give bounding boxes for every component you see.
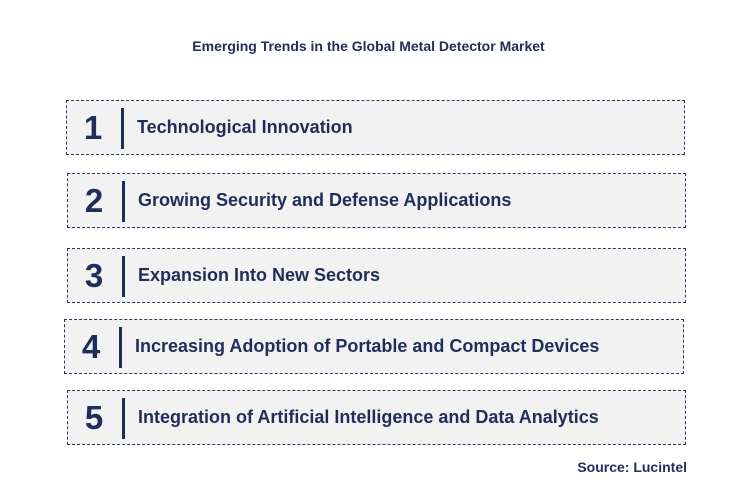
trend-number: 2 [84, 181, 104, 219]
diagram-title: Emerging Trends in the Global Metal Dete… [192, 38, 545, 54]
trend-number: 5 [84, 398, 104, 436]
trend-item-3: 3 Expansion Into New Sectors [67, 248, 686, 303]
trend-label: Expansion Into New Sectors [138, 265, 381, 285]
trend-item-2: 2 Growing Security and Defense Applicati… [67, 173, 686, 228]
trend-label: Technological Innovation [137, 117, 353, 137]
trend-item-4: 4 Increasing Adoption of Portable and Co… [64, 319, 684, 374]
trend-divider [122, 256, 125, 297]
trend-item-1: 1 Technological Innovation [66, 100, 685, 155]
trend-number: 3 [84, 256, 104, 294]
trend-divider [121, 108, 124, 149]
trend-item-5: 5 Integration of Artificial Intelligence… [67, 390, 686, 445]
trend-divider [122, 181, 125, 222]
trend-label: Increasing Adoption of Portable and Comp… [135, 336, 600, 356]
trend-divider [122, 398, 125, 439]
trend-number: 1 [83, 108, 103, 146]
trend-label: Integration of Artificial Intelligence a… [138, 407, 599, 427]
source-note: Source: Lucintel [577, 459, 687, 475]
trend-divider [119, 327, 122, 368]
trend-label: Growing Security and Defense Application… [138, 190, 512, 210]
trend-number: 4 [81, 327, 101, 365]
